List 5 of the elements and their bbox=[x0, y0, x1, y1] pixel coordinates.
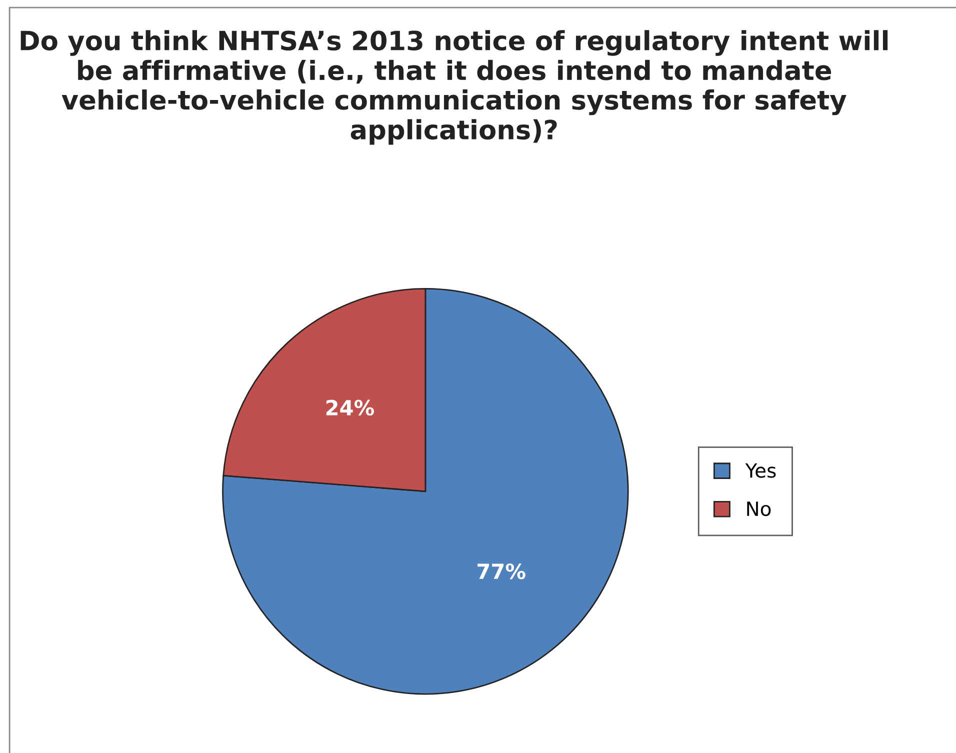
data-label: 24% bbox=[326, 400, 374, 416]
legend-label: Yes bbox=[745, 463, 776, 478]
chart-title: Do you think NHTSA’s 2013 notice of regulatory intent will be affirmative (i.e., that it does intend to mandate vehicle-to-vehicle communication systems for safety applications)? bbox=[20, 30, 888, 145]
legend-label: No bbox=[747, 502, 771, 516]
data-label: 77% bbox=[478, 563, 526, 580]
